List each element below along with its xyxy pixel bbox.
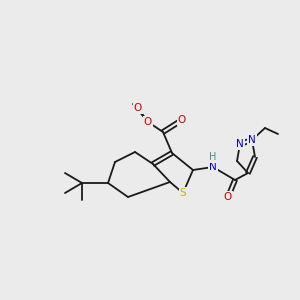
Text: H: H (209, 152, 217, 162)
Text: S: S (180, 188, 186, 198)
Text: N: N (236, 139, 244, 149)
Text: N: N (209, 162, 217, 172)
Text: N: N (248, 135, 256, 145)
Text: O: O (134, 103, 142, 113)
Text: O: O (224, 192, 232, 202)
Text: O: O (178, 115, 186, 125)
Text: O: O (144, 117, 152, 127)
